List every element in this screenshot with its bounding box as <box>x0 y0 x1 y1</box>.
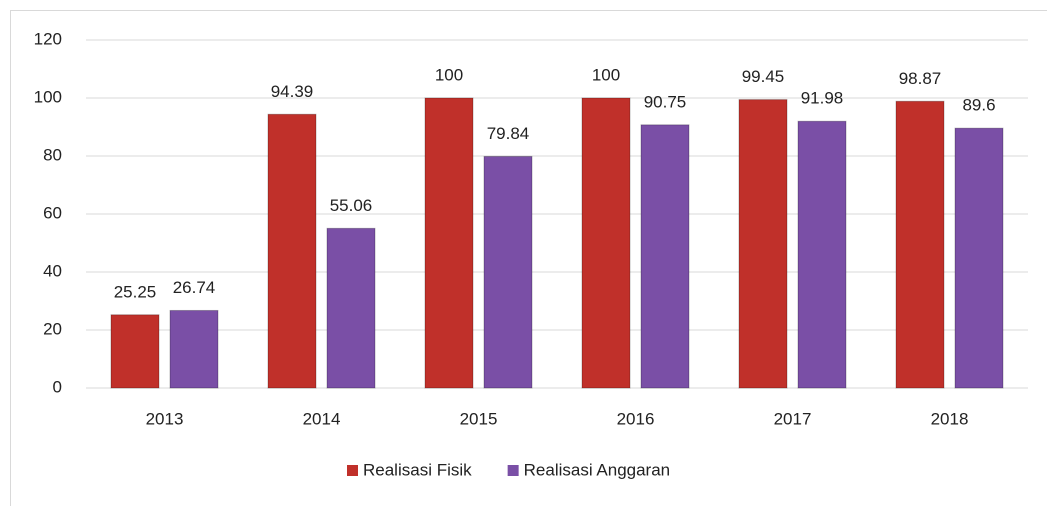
chart-border <box>10 10 1047 506</box>
x-tick-label: 2014 <box>303 409 341 428</box>
bar <box>954 127 1004 389</box>
data-label: 55.06 <box>330 196 373 215</box>
bar <box>895 100 945 389</box>
y-tick-label: 40 <box>43 261 62 280</box>
y-tick-label: 80 <box>43 145 62 164</box>
x-tick-label: 2015 <box>460 409 498 428</box>
data-label: 99.45 <box>742 67 785 86</box>
data-label: 79.84 <box>487 124 530 143</box>
x-tick-label: 2013 <box>146 409 184 428</box>
y-tick-label: 100 <box>34 87 62 106</box>
data-label: 98.87 <box>899 69 942 88</box>
legend-label: Realisasi Fisik <box>363 460 472 479</box>
y-tick-label: 20 <box>43 319 62 338</box>
bar <box>640 124 690 389</box>
bar <box>267 113 317 389</box>
data-label: 91.98 <box>801 89 844 108</box>
bar <box>169 309 219 389</box>
data-label: 100 <box>435 65 463 84</box>
bar <box>326 227 376 389</box>
data-label: 94.39 <box>271 82 314 101</box>
bar <box>424 97 474 389</box>
legend-swatch <box>507 465 519 476</box>
bar <box>738 99 788 389</box>
x-tick-label: 2016 <box>617 409 655 428</box>
y-tick-label: 60 <box>43 203 62 222</box>
bar <box>483 155 533 389</box>
y-tick-label: 120 <box>34 29 62 48</box>
bar <box>581 97 631 389</box>
data-label: 100 <box>592 65 620 84</box>
legend-label: Realisasi Anggaran <box>524 460 670 479</box>
data-label: 89.6 <box>962 96 995 115</box>
y-tick-label: 0 <box>53 377 62 396</box>
bar <box>110 314 160 389</box>
data-label: 90.75 <box>644 92 687 111</box>
data-label: 25.25 <box>114 282 157 301</box>
x-tick-label: 2017 <box>774 409 812 428</box>
x-tick-label: 2018 <box>931 409 969 428</box>
bar <box>797 120 847 389</box>
data-label: 26.74 <box>173 278 216 297</box>
legend-swatch <box>347 465 358 476</box>
